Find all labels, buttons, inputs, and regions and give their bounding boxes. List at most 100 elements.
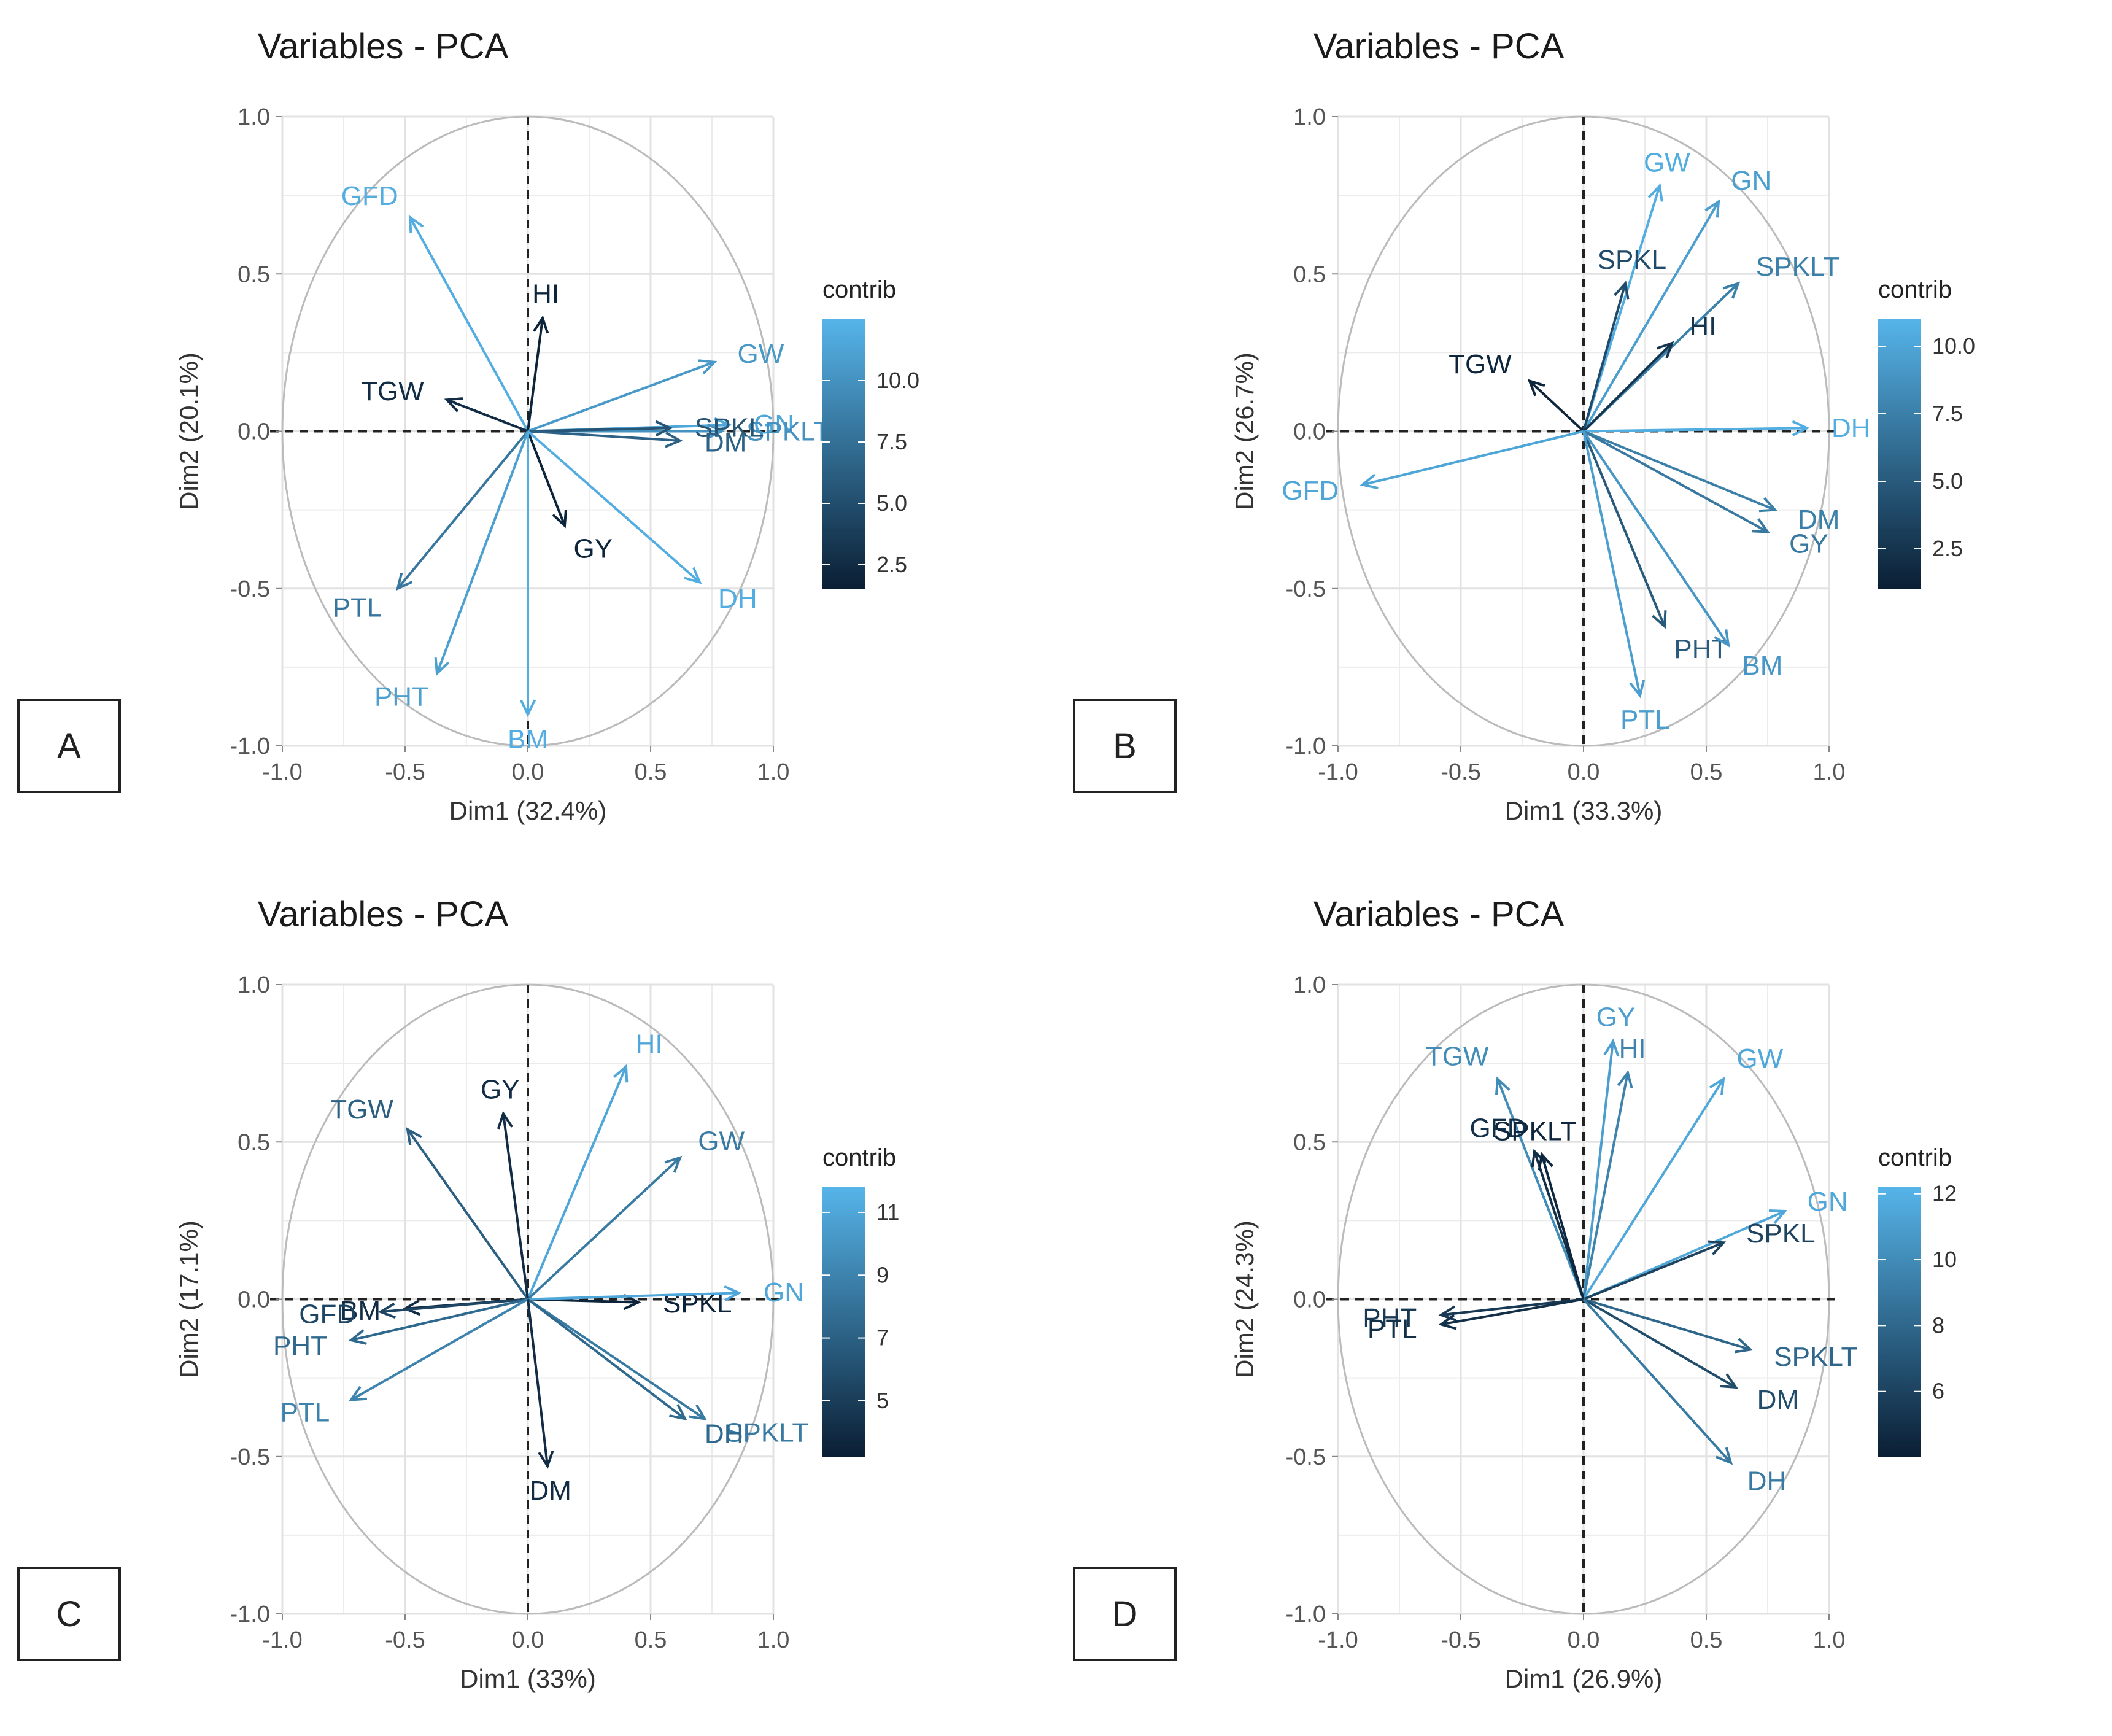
vector-label: PTL [333,593,382,623]
vector-spkl: SPKL [527,413,764,443]
vector-line [1441,1298,1584,1317]
vector-dm: DM [1582,1298,1799,1415]
vector-arrowhead [1617,1069,1633,1089]
vector-label: GFD [1282,476,1339,506]
vector-line [1528,380,1585,432]
vector-line [380,1298,528,1313]
legend-tick-label: 10 [1932,1247,1957,1272]
vector-line [1583,427,1808,433]
vector-arrowhead [1722,281,1741,299]
vector-ptl: PTL [333,430,529,623]
vector-gn: GN [1582,166,1771,432]
vector-label: DH [705,1419,744,1449]
y-axis-label: Dim2 (17.1%) [174,1220,203,1378]
legend-tick-label: 2.5 [1932,536,1963,561]
panel-letter-box [17,699,121,793]
chart-title: Variables - PCA [258,894,509,934]
vector-label: SPKLT [1493,1116,1577,1146]
vector-hi: HI [527,279,559,432]
vector-line [527,1298,706,1420]
vector-line [1582,430,1730,646]
x-tick-label: -0.5 [1441,1627,1480,1653]
vector-arrowhead [1716,1447,1733,1465]
vector-line [527,1292,740,1301]
vector-line [409,217,529,432]
vector-arrowhead [1714,629,1730,648]
vector-line [527,1066,627,1300]
panel-letter: B [1113,726,1137,766]
vector-label: GFD [299,1299,356,1329]
vector-line [1582,201,1720,432]
x-tick-label: -0.5 [385,759,425,785]
panel-letter: C [56,1594,82,1634]
vector-line [1582,1298,1732,1464]
vector-line [527,430,681,442]
vector-gn: GN [527,1277,804,1308]
vector-label: TGW [1449,349,1512,379]
vector-arrowhead [1647,183,1663,202]
vector-ptl: PTL [1367,1298,1584,1344]
x-tick-label: 0.5 [1690,759,1723,785]
panel-letter-box [17,1567,121,1661]
vector-spklt: SPKLT [1493,1116,1585,1300]
vector-label: GN [764,1277,804,1308]
panel-letter: A [57,726,81,766]
vector-line [502,1113,529,1300]
vector-tgw: TGW [361,376,528,433]
vector-line [527,1299,549,1467]
legend-tick-label: 7 [876,1325,889,1350]
vector-line [396,430,529,590]
y-tick-label: -0.5 [230,1444,270,1470]
vector-line [1441,1298,1584,1326]
vector-arrowhead [396,573,413,591]
vector-arrowhead [613,1064,629,1083]
vector-arrowhead [669,1404,687,1421]
y-tick-label: 0.5 [238,1130,270,1155]
vector-label: GFD [341,181,398,211]
vector-gw: GW [527,339,784,433]
vector-line [1582,1072,1629,1300]
vector-gw: GW [527,1126,745,1300]
y-tick-label: 0.0 [238,1287,270,1313]
legend-tick-label: 5.0 [876,490,907,516]
vector-arrowhead [444,397,463,413]
vector-arrowhead [406,1126,422,1145]
vector-arrowhead [1751,518,1771,533]
vector-dh: DH [527,1298,744,1449]
vector-label: SPKLT [1774,1342,1857,1372]
vector-arrowhead [698,359,718,374]
y-tick-label: -1.0 [1286,1602,1326,1627]
vector-ptl: PTL [280,1298,528,1427]
vector-gfd: GFD [341,181,529,432]
x-tick-label: 0.0 [1568,1627,1600,1653]
pca-panel-d: -1.0 -0.5 0.0 0.5 1.0 -1.0 -0.5 0.0 0.5 1.0 Variab… [1056,868,2111,1736]
vector-arrowhead [349,1385,368,1401]
pca-panel-c: -1.0 -0.5 0.0 0.5 1.0 -1.0 -0.5 0.0 0.5 1.0 Variab… [0,868,1056,1736]
vector-label: GW [1736,1044,1783,1074]
vector-gy: GY [527,430,613,564]
legend-tick-label: 5 [876,1388,889,1413]
vector-arrowhead [1495,1076,1511,1095]
vector-label: PTL [1367,1314,1417,1344]
vector-label: SPKLT [746,417,830,447]
x-tick-label: 0.5 [635,759,667,785]
legend-colorbar [822,1187,865,1457]
y-tick-label: 1.0 [238,104,270,130]
vector-label: PTL [1620,705,1670,735]
vector-arrowhead [706,423,725,440]
vector-arrowhead [684,567,702,584]
vector-label: GN [1808,1187,1848,1217]
vector-line [406,1128,529,1300]
x-tick-label: 0.0 [1568,759,1600,785]
panel-letter-box [1073,1567,1177,1661]
legend-tick-label: 8 [1932,1312,1944,1338]
vector-arrowhead [538,1450,554,1469]
y-tick-label: -1.0 [1286,734,1326,759]
x-axis-label: Dim1 (33.3%) [1505,796,1663,825]
vector-arrowhead [1735,1338,1754,1354]
vector-label: SPKL [1746,1219,1816,1249]
vector-label: DM [1798,505,1839,535]
y-axis-label: Dim2 (20.1%) [174,352,203,510]
vector-hi: HI [1582,311,1716,432]
chart-svg: -1.0 -0.5 0.0 0.5 1.0 -1.0 -0.5 0.0 0.5 1.0 Variab… [17,26,919,825]
